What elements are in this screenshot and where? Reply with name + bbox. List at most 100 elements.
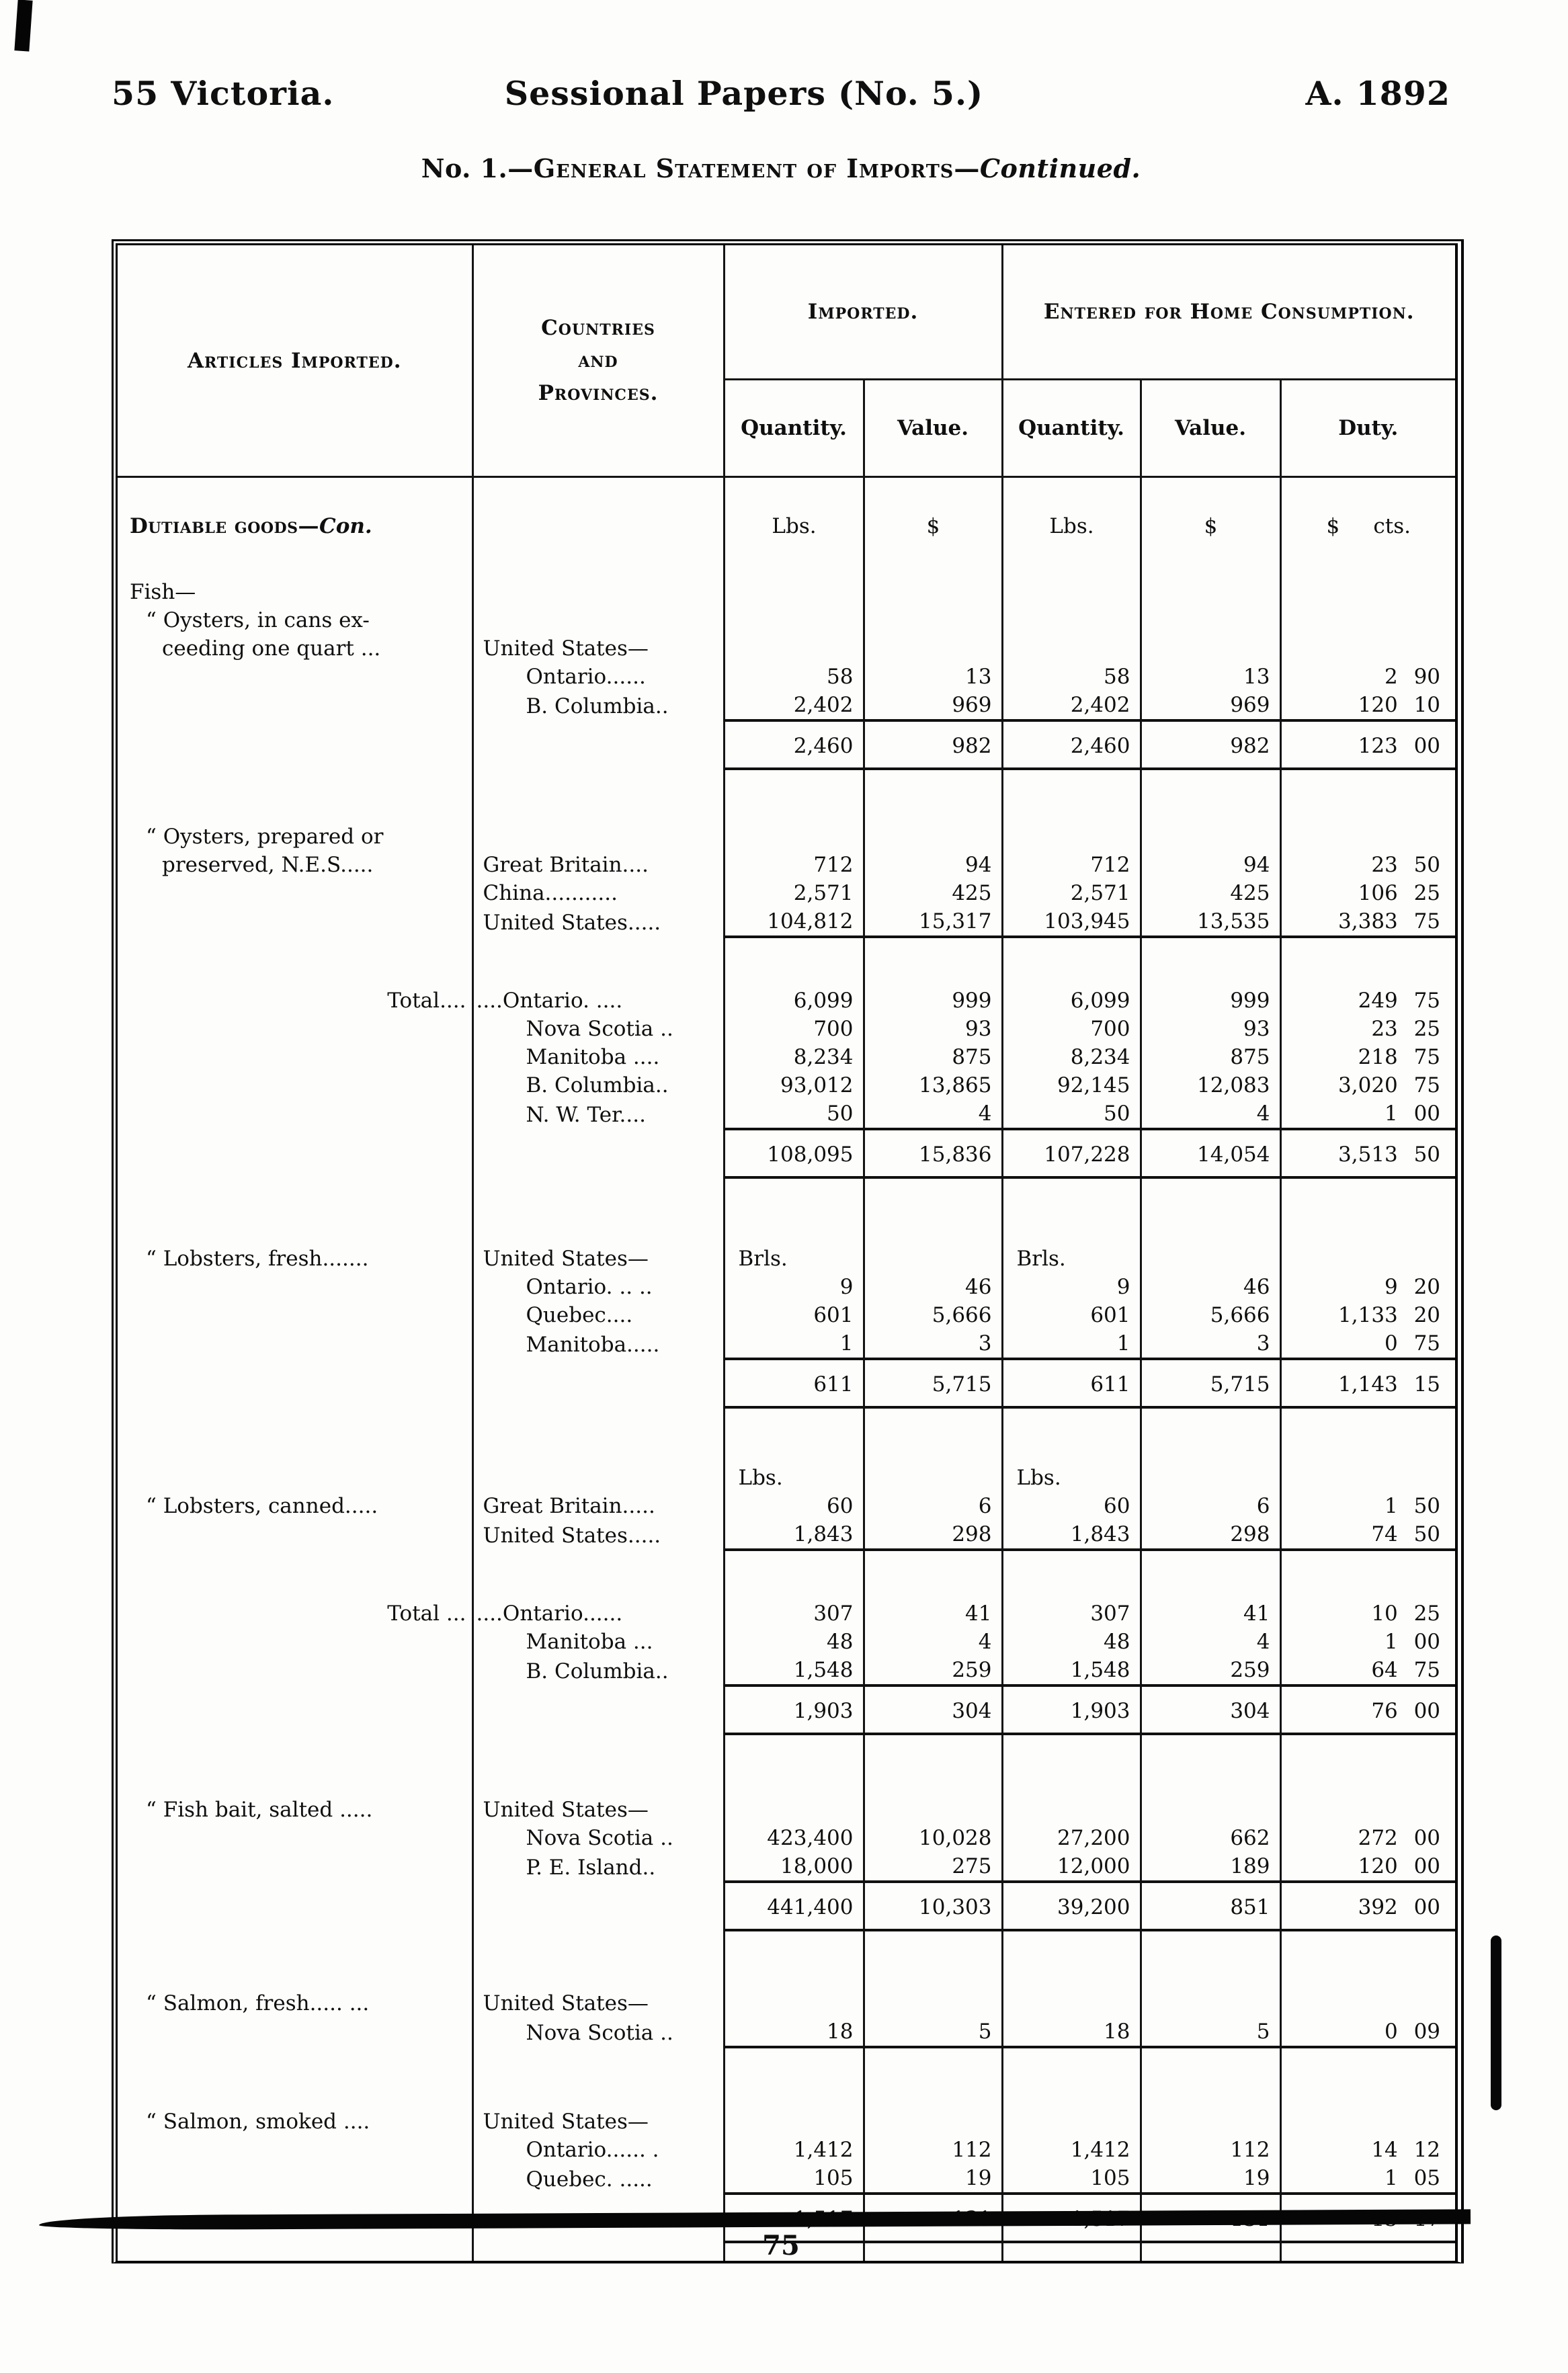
units-row: Dutiable goods—Con. Lbs. $ Lbs. $ $ cts. [118, 511, 1456, 540]
imports-table: Articles Imported. Countries and Provinc… [118, 245, 1456, 2261]
duty-cell [1279, 1795, 1456, 1824]
duty-cell [1279, 1463, 1456, 1492]
article-cell [118, 1273, 472, 1301]
spacer-row [118, 540, 1456, 578]
imported-quantity-cell: Lbs. [723, 511, 864, 540]
table-row: “ Oysters, in cans ex- [118, 606, 1456, 634]
table-row: P. E. Island.. 18,000 275 12,000 189 120 00 [118, 1851, 1456, 1882]
table-row: Manitoba .... 8,234 875 8,234 875 218 75 [118, 1042, 1456, 1071]
duty-cell: 74 50 [1279, 1519, 1456, 1550]
article-cell [118, 1824, 472, 1852]
article-cell [118, 1329, 472, 1359]
country-cell: Ontario. .. .. [471, 1272, 724, 1301]
country-cell [471, 577, 724, 606]
country-cell: Manitoba .... [471, 1042, 724, 1071]
imported-quantity-cell: 712 [723, 850, 864, 879]
country-cell: United States..... [471, 907, 724, 937]
imported-quantity-cell: 1,412 [723, 2135, 864, 2164]
imported-quantity-cell: 700 [723, 1014, 864, 1043]
country-cell [471, 1463, 724, 1492]
home-value-cell [1139, 768, 1280, 823]
home-quantity-cell: 27,200 [1001, 1823, 1141, 1852]
imported-quantity-cell: 2,402 [723, 690, 864, 720]
duty-cell [1279, 1177, 1456, 1245]
home-value-cell: 189 [1139, 1851, 1280, 1882]
imported-value-cell [862, 1989, 1002, 2017]
country-cell: B. Columbia.. [471, 1655, 724, 1685]
scan-artifact-right-edge [1491, 1935, 1501, 2110]
article-cell [118, 907, 472, 937]
duty-cell: 23 25 [1279, 1014, 1456, 1043]
spacer-row [118, 768, 1456, 823]
home-quantity-cell [1001, 822, 1141, 851]
duty-cell [1279, 1548, 1456, 1599]
article-cell [118, 1301, 472, 1329]
subtotal-row: 1,903 304 1,903 304 76 00 [118, 1683, 1456, 1735]
article-cell [118, 1407, 472, 1464]
home-quantity-cell: 48 [1001, 1627, 1141, 1656]
home-value-cell: 5,666 [1139, 1300, 1280, 1329]
table-row: Manitoba ... 48 4 48 4 1 00 [118, 1627, 1456, 1656]
duty-cell: 3,513 50 [1279, 1127, 1456, 1179]
duty-cell [1279, 2045, 1456, 2078]
home-value-cell [1139, 2045, 1280, 2078]
article-cell: “ Fish bait, salted ..... [146, 1797, 373, 1822]
home-value-cell: 4 [1139, 1627, 1280, 1656]
table-row: “ Oysters, prepared or [118, 822, 1456, 851]
duty-cell: $ cts. [1279, 511, 1456, 540]
home-quantity-cell [1001, 1548, 1141, 1599]
imported-value-cell: 5,666 [862, 1300, 1002, 1329]
imported-value-cell: 41 [862, 1599, 1002, 1628]
home-quantity-cell: 60 [1001, 1491, 1141, 1520]
table-header: Articles Imported. Countries and Provinc… [118, 245, 1456, 478]
imported-value-cell: 275 [862, 1851, 1002, 1882]
article-cell [118, 1071, 472, 1099]
country-cell: Nova Scotia .. [471, 2017, 724, 2047]
home-quantity-cell [1001, 606, 1141, 634]
home-value-cell: 12,083 [1139, 1071, 1280, 1099]
imported-quantity-cell: 9 [723, 1272, 864, 1301]
page-header: 55 Victoria. Sessional Papers (No. 5.) A… [112, 74, 1450, 114]
home-quantity-cell: 107,228 [1001, 1127, 1141, 1179]
home-value-cell: 304 [1139, 1683, 1280, 1735]
imported-quantity-cell [723, 935, 864, 987]
imported-value-cell: 13 [862, 662, 1002, 691]
home-value-cell [1139, 935, 1280, 987]
home-quantity-cell [1001, 476, 1141, 512]
country-cell [471, 822, 724, 851]
article-cell [118, 1550, 472, 1599]
country-cell: United States..... [471, 1519, 724, 1550]
duty-cell: 0 09 [1279, 2017, 1456, 2047]
country-cell [471, 1685, 724, 1734]
imported-quantity-cell: 18 [723, 2017, 864, 2047]
duty-cell: 120 00 [1279, 1851, 1456, 1882]
imported-value-cell [862, 634, 1002, 663]
table-row: “ Salmon, smoked .... United States— [118, 2107, 1456, 2136]
imported-value-cell: 13,865 [862, 1071, 1002, 1099]
home-value-cell [1139, 540, 1280, 578]
home-quantity-cell [1001, 1795, 1141, 1824]
imported-quantity-cell [723, 822, 864, 851]
imported-value-cell [862, 2241, 1002, 2261]
home-quantity-cell: 611 [1001, 1357, 1141, 1409]
country-cell [471, 1733, 724, 1796]
duty-cell [1279, 2241, 1456, 2261]
imported-value-cell: 93 [862, 1014, 1002, 1043]
duty-cell [1279, 540, 1456, 578]
header-series: Sessional Papers (No. 5.) [504, 74, 984, 113]
home-value-cell [1139, 1929, 1280, 1989]
country-cell: Nova Scotia .. [471, 1014, 724, 1043]
country-cell: P. E. Island.. [471, 1851, 724, 1882]
table-row: Fish— [118, 577, 1456, 606]
home-quantity-cell: 8,234 [1001, 1042, 1141, 1071]
imported-quantity-cell: 8,234 [723, 1042, 864, 1071]
country-cell: Quebec.... [471, 1300, 724, 1329]
home-value-cell [1139, 476, 1280, 512]
imported-value-cell [862, 768, 1002, 823]
country-cell [471, 1128, 724, 1177]
article-cell [118, 2017, 472, 2047]
duty-cell: 120 10 [1279, 690, 1456, 720]
article-cell [118, 1930, 472, 1989]
country-cell: United States— [471, 2107, 724, 2136]
